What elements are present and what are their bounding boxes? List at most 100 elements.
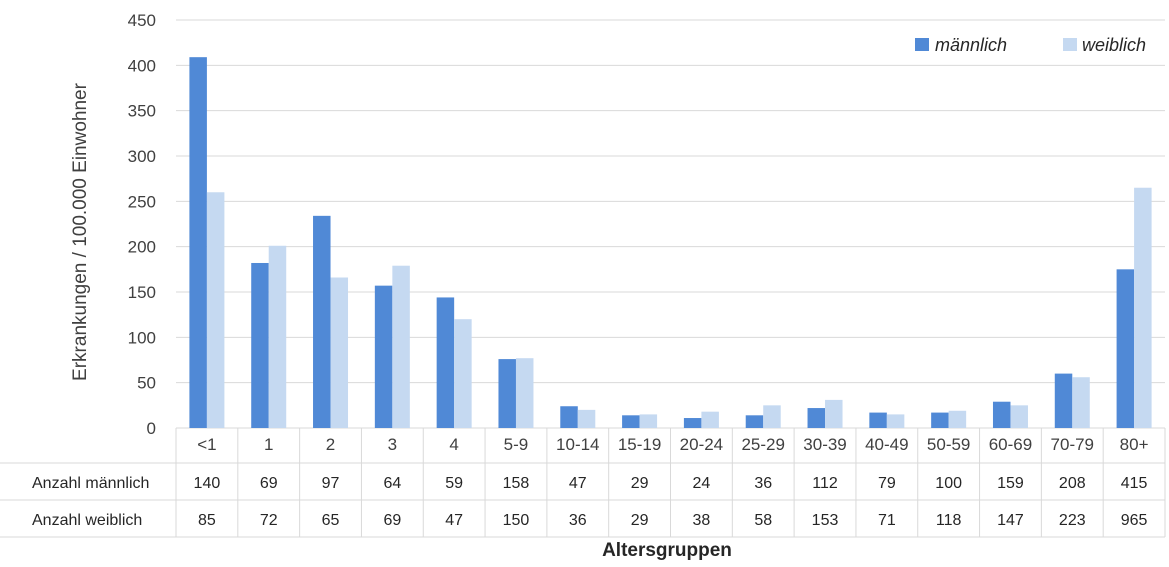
bar-male-15: [1116, 269, 1135, 428]
table-cell: 38: [693, 512, 711, 529]
x-tick-label: 10-14: [556, 435, 599, 454]
table-cell: 36: [754, 475, 772, 492]
bar-female-8: [701, 411, 719, 428]
bar-female-6: [577, 409, 596, 428]
bar-male-1: [251, 262, 269, 428]
bar-male-4: [436, 297, 455, 428]
table-cell: 150: [503, 512, 530, 529]
table-cell: 415: [1121, 475, 1148, 492]
bar-male-2: [313, 215, 331, 428]
y-tick-label: 100: [128, 328, 156, 347]
bar-female-9: [763, 405, 781, 428]
x-axis-title: Altersgruppen: [602, 540, 732, 561]
y-tick-label: 50: [137, 374, 156, 393]
bar-female-14: [1072, 377, 1090, 428]
bar-male-11: [869, 412, 887, 428]
data-table: Anzahl männlich 140 69 97 64 59 158 47 29 24 36 112…: [0, 428, 1166, 538]
table-cell: 58: [754, 512, 772, 529]
x-tick-label: 20-24: [680, 435, 723, 454]
x-tick-label: 30-39: [803, 435, 846, 454]
bar-male-9: [745, 415, 764, 428]
table-cell: 24: [693, 475, 711, 492]
table-cell: 69: [383, 512, 401, 529]
table-cell: 29: [631, 475, 649, 492]
legend-swatch-male: [915, 38, 929, 51]
x-tick-label: 70-79: [1051, 435, 1094, 454]
y-tick-label: 450: [128, 11, 156, 30]
table-cell: 79: [878, 475, 896, 492]
x-tick-label: 25-29: [741, 435, 784, 454]
bar-female-10: [825, 399, 843, 428]
table-cell: 71: [878, 512, 896, 529]
bar-female-5: [515, 358, 534, 428]
table-cell: 65: [322, 512, 340, 529]
table-cell: 47: [569, 475, 587, 492]
x-tick-label: <1: [197, 435, 216, 454]
bar-male-0: [189, 57, 207, 428]
bar-male-5: [498, 359, 516, 428]
bar-female-7: [639, 414, 658, 428]
bar-female-4: [454, 319, 472, 428]
table-cell: 47: [445, 512, 463, 529]
table-cell: 36: [569, 512, 587, 529]
table-cell: 85: [198, 512, 216, 529]
bar-female-13: [1010, 405, 1028, 428]
table-row-label: Anzahl weiblich: [32, 512, 142, 529]
table-cell: 100: [935, 475, 962, 492]
table-cell: 64: [383, 475, 401, 492]
x-tick-label: 4: [449, 435, 458, 454]
y-tick-label: 350: [128, 102, 156, 121]
y-tick-label: 400: [128, 56, 156, 75]
bar-female-2: [330, 277, 349, 428]
table-cell: 208: [1059, 475, 1086, 492]
legend-label-female: weiblich: [1082, 35, 1146, 55]
y-axis-ticks: 0 50 100 150 200 250 300 350 400 450: [128, 11, 156, 438]
table-cell: 97: [322, 475, 340, 492]
x-tick-label: 80+: [1120, 435, 1149, 454]
x-axis-ticks: <1 1 2 3 4 5-9 10-14 15-19 20-24 25-29 30-39 40-49 5…: [197, 435, 1148, 454]
x-tick-label: 5-9: [504, 435, 529, 454]
bar-female-15: [1134, 187, 1152, 428]
x-tick-label: 3: [388, 435, 397, 454]
table-cell: 112: [812, 475, 838, 492]
bar-male-13: [992, 401, 1011, 428]
table-cell: 153: [812, 512, 839, 529]
x-tick-label: 2: [326, 435, 335, 454]
y-tick-label: 150: [128, 283, 156, 302]
y-tick-label: 200: [128, 238, 156, 257]
table-row-label: Anzahl männlich: [32, 475, 149, 492]
table-cell: 223: [1059, 512, 1086, 529]
table-cell: 159: [997, 475, 1024, 492]
x-tick-label: 15-19: [618, 435, 661, 454]
bars: [189, 57, 1152, 428]
bar-female-11: [886, 414, 905, 428]
y-tick-label: 0: [147, 419, 156, 438]
table-cell: 69: [260, 475, 278, 492]
y-axis-title: Erkrankungen / 100.000 Einwohner: [70, 82, 91, 381]
table-cell: 158: [503, 475, 530, 492]
x-tick-label: 50-59: [927, 435, 970, 454]
bar-female-0: [206, 192, 225, 428]
table-cell: 147: [997, 512, 1024, 529]
x-tick-label: 40-49: [865, 435, 908, 454]
table-cell: 72: [260, 512, 278, 529]
table-cell: 965: [1121, 512, 1148, 529]
legend: männlich weiblich: [915, 35, 1146, 55]
bar-male-7: [622, 415, 640, 428]
legend-label-male: männlich: [935, 35, 1007, 55]
bar-male-3: [374, 285, 393, 428]
x-tick-label: 1: [264, 435, 273, 454]
table-cell: 29: [631, 512, 649, 529]
bar-male-8: [683, 418, 702, 428]
bar-female-12: [948, 410, 967, 428]
bar-female-3: [392, 265, 410, 428]
legend-swatch-female: [1063, 38, 1077, 51]
bar-male-6: [560, 406, 578, 428]
bar-male-14: [1054, 373, 1073, 428]
y-tick-label: 300: [128, 147, 156, 166]
table-cell: 118: [936, 512, 962, 529]
table-cell: 140: [194, 475, 221, 492]
bar-male-12: [931, 412, 949, 428]
bar-female-1: [268, 245, 287, 428]
